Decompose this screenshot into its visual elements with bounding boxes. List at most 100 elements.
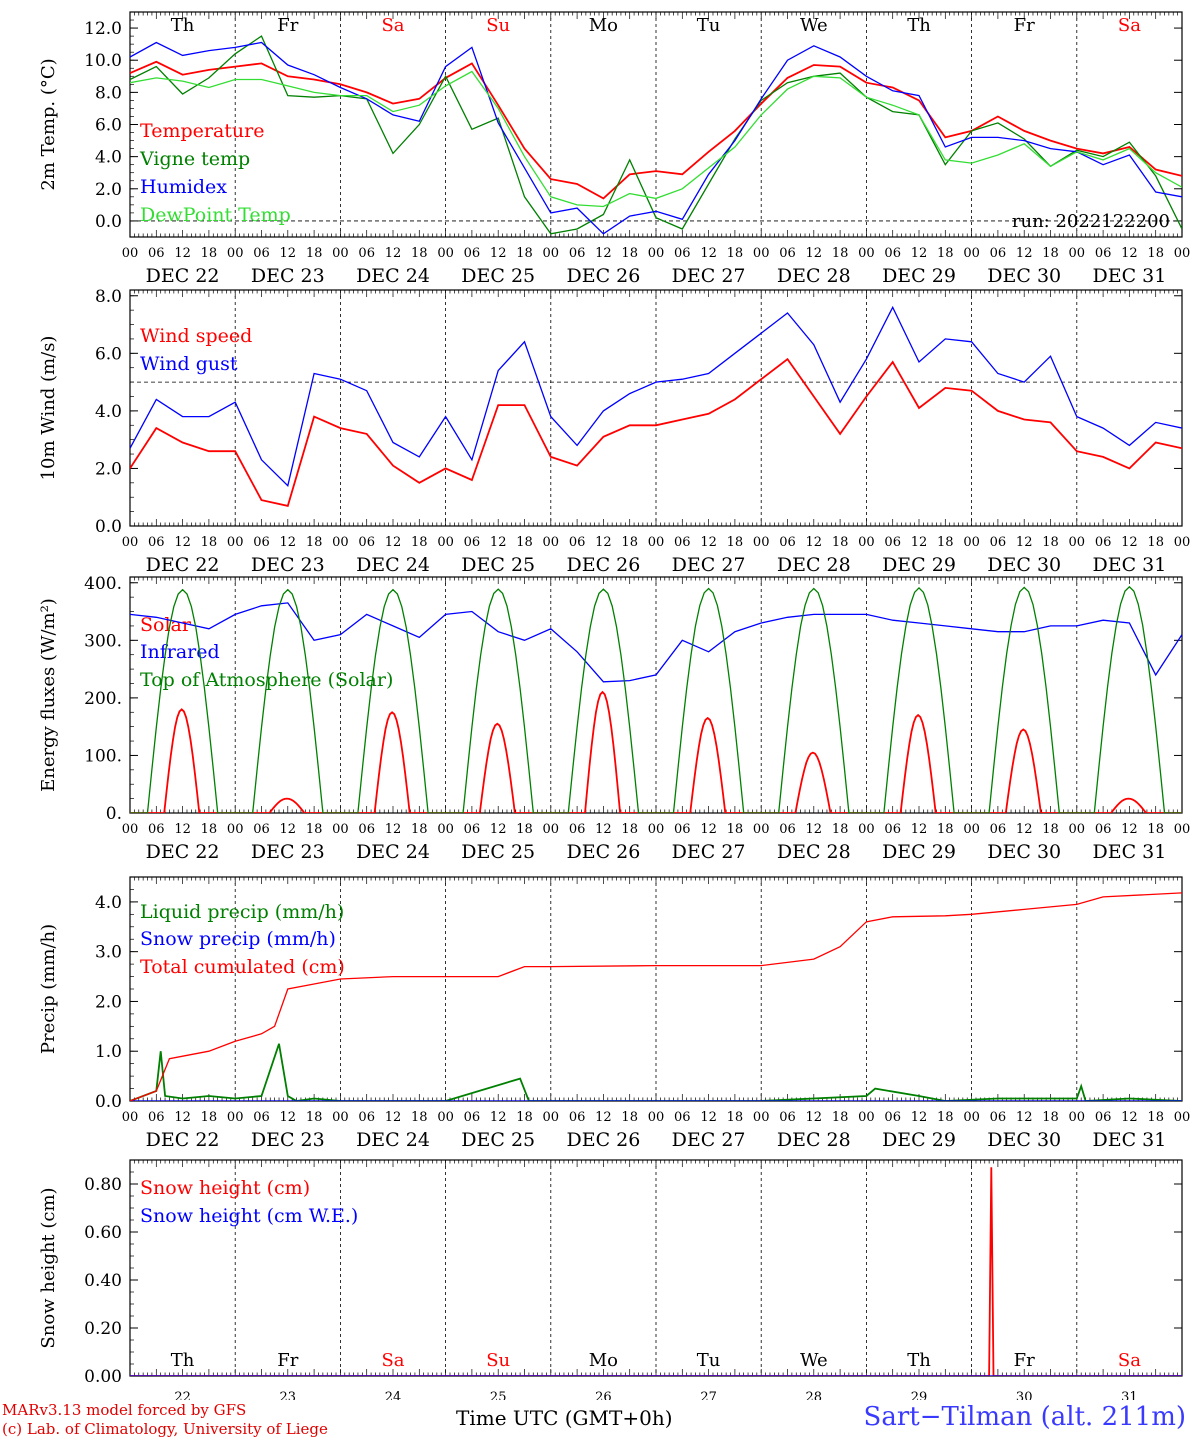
date-label: DEC 26 <box>566 1129 640 1151</box>
time-axis-label: Time UTC (GMT+0h) <box>456 1406 673 1430</box>
series-line-1 <box>130 1167 1182 1376</box>
hour-label: 12 <box>911 822 928 837</box>
hour-label: 18 <box>1147 1110 1164 1125</box>
hour-label: 06 <box>674 1110 691 1125</box>
hour-label: 06 <box>990 246 1007 261</box>
hour-label: 12 <box>385 822 402 837</box>
hour-label: 00 <box>122 535 139 550</box>
weekday-label: Fr <box>277 15 298 36</box>
hour-label: 12 <box>700 822 717 837</box>
hour-label: 00 <box>543 822 560 837</box>
y-tick-label: 0.80 <box>84 1175 122 1195</box>
hour-label: 12 <box>385 535 402 550</box>
hour-label: 00 <box>648 246 665 261</box>
hour-label: 06 <box>569 246 586 261</box>
hour-label: 12 <box>490 822 507 837</box>
hour-label: 18 <box>306 822 323 837</box>
weekday-label: Tu <box>697 1350 721 1371</box>
hour-label: 00 <box>1174 822 1191 837</box>
hour-label: 18 <box>306 1110 323 1125</box>
hour-label: 06 <box>464 822 481 837</box>
legend-label: Humidex <box>140 176 227 198</box>
y-tick-label: 8.0 <box>95 287 122 307</box>
hour-label: 06 <box>569 535 586 550</box>
hour-label: 18 <box>937 822 954 837</box>
date-label: DEC 30 <box>987 554 1061 576</box>
hour-label: 12 <box>490 535 507 550</box>
hour-label: 00 <box>227 822 244 837</box>
hour-label: 18 <box>937 246 954 261</box>
date-label: DEC 29 <box>882 554 956 576</box>
y-tick-label: 4.0 <box>95 893 122 913</box>
hour-label: 06 <box>569 1110 586 1125</box>
hour-label: 00 <box>1069 246 1086 261</box>
hour-label: 00 <box>648 1110 665 1125</box>
weekday-label: Sa <box>1118 15 1141 36</box>
weekday-label: Th <box>171 1350 195 1371</box>
hour-label: 06 <box>569 822 586 837</box>
weekday-label: Fr <box>1014 15 1035 36</box>
day-number-label: 31 <box>1121 1390 1138 1400</box>
hour-label: 12 <box>280 246 297 261</box>
hour-label: 00 <box>437 822 454 837</box>
hour-label: 12 <box>280 535 297 550</box>
hour-label: 12 <box>806 535 823 550</box>
date-label: DEC 26 <box>566 841 640 863</box>
hour-label: 06 <box>253 822 270 837</box>
weekday-label: We <box>800 15 828 36</box>
panel-4: 4.0 3.0 2.0 1.0 0.0 Precip (mm/h) 00 06 12 18 DEC … <box>38 876 1191 1151</box>
hour-label: 12 <box>174 246 191 261</box>
day-number-label: 29 <box>911 1390 928 1400</box>
hour-label: 12 <box>1121 535 1138 550</box>
date-label: DEC 23 <box>251 1129 325 1151</box>
hour-label: 00 <box>122 822 139 837</box>
day-number-label: 27 <box>700 1390 717 1400</box>
hour-label: 06 <box>884 246 901 261</box>
hour-label: 00 <box>332 822 349 837</box>
y-tick-label: 0.00 <box>84 1367 122 1387</box>
y-tick-label: 0.0 <box>95 517 122 537</box>
y-axis-label: Precip (mm/h) <box>38 924 59 1054</box>
hour-label: 00 <box>122 246 139 261</box>
hour-label: 18 <box>1147 246 1164 261</box>
date-label: DEC 26 <box>566 554 640 576</box>
hour-label: 12 <box>806 822 823 837</box>
legend-label: Vigne temp <box>139 148 250 170</box>
lab-credit: (c) Lab. of Climatology, University of L… <box>2 1420 328 1438</box>
hour-label: 18 <box>727 822 744 837</box>
date-label: DEC 25 <box>461 1129 535 1151</box>
date-label: DEC 27 <box>672 554 746 576</box>
weekday-label: Fr <box>277 1350 298 1371</box>
hour-label: 00 <box>437 246 454 261</box>
hour-label: 18 <box>727 1110 744 1125</box>
hour-label: 18 <box>1042 1110 1059 1125</box>
y-tick-label: 6.0 <box>95 116 122 136</box>
hour-label: 00 <box>963 535 980 550</box>
date-label: DEC 30 <box>987 1129 1061 1151</box>
hour-label: 00 <box>753 535 770 550</box>
hour-label: 06 <box>884 535 901 550</box>
hour-label: 06 <box>358 822 375 837</box>
hour-label: 12 <box>280 1110 297 1125</box>
hour-label: 06 <box>464 1110 481 1125</box>
y-axis-label: 10m Wind (m/s) <box>38 336 59 481</box>
hour-label: 00 <box>648 535 665 550</box>
hour-label: 00 <box>858 822 875 837</box>
y-tick-label: 8.0 <box>95 83 122 103</box>
legend-label: Top of Atmosphere (Solar) <box>140 669 393 691</box>
y-tick-label: 2.0 <box>95 459 122 479</box>
weekday-label: Su <box>486 15 510 36</box>
hour-label: 06 <box>148 246 165 261</box>
hour-label: 18 <box>832 246 849 261</box>
hour-label: 06 <box>674 535 691 550</box>
hour-label: 12 <box>174 535 191 550</box>
hour-label: 00 <box>753 822 770 837</box>
date-label: DEC 28 <box>777 554 851 576</box>
hour-label: 06 <box>884 1110 901 1125</box>
hour-label: 00 <box>1174 1110 1191 1125</box>
hour-label: 00 <box>1069 1110 1086 1125</box>
y-tick-label: 400. <box>84 574 122 594</box>
hour-label: 00 <box>753 246 770 261</box>
hour-label: 18 <box>516 1110 533 1125</box>
hour-label: 06 <box>1095 535 1112 550</box>
